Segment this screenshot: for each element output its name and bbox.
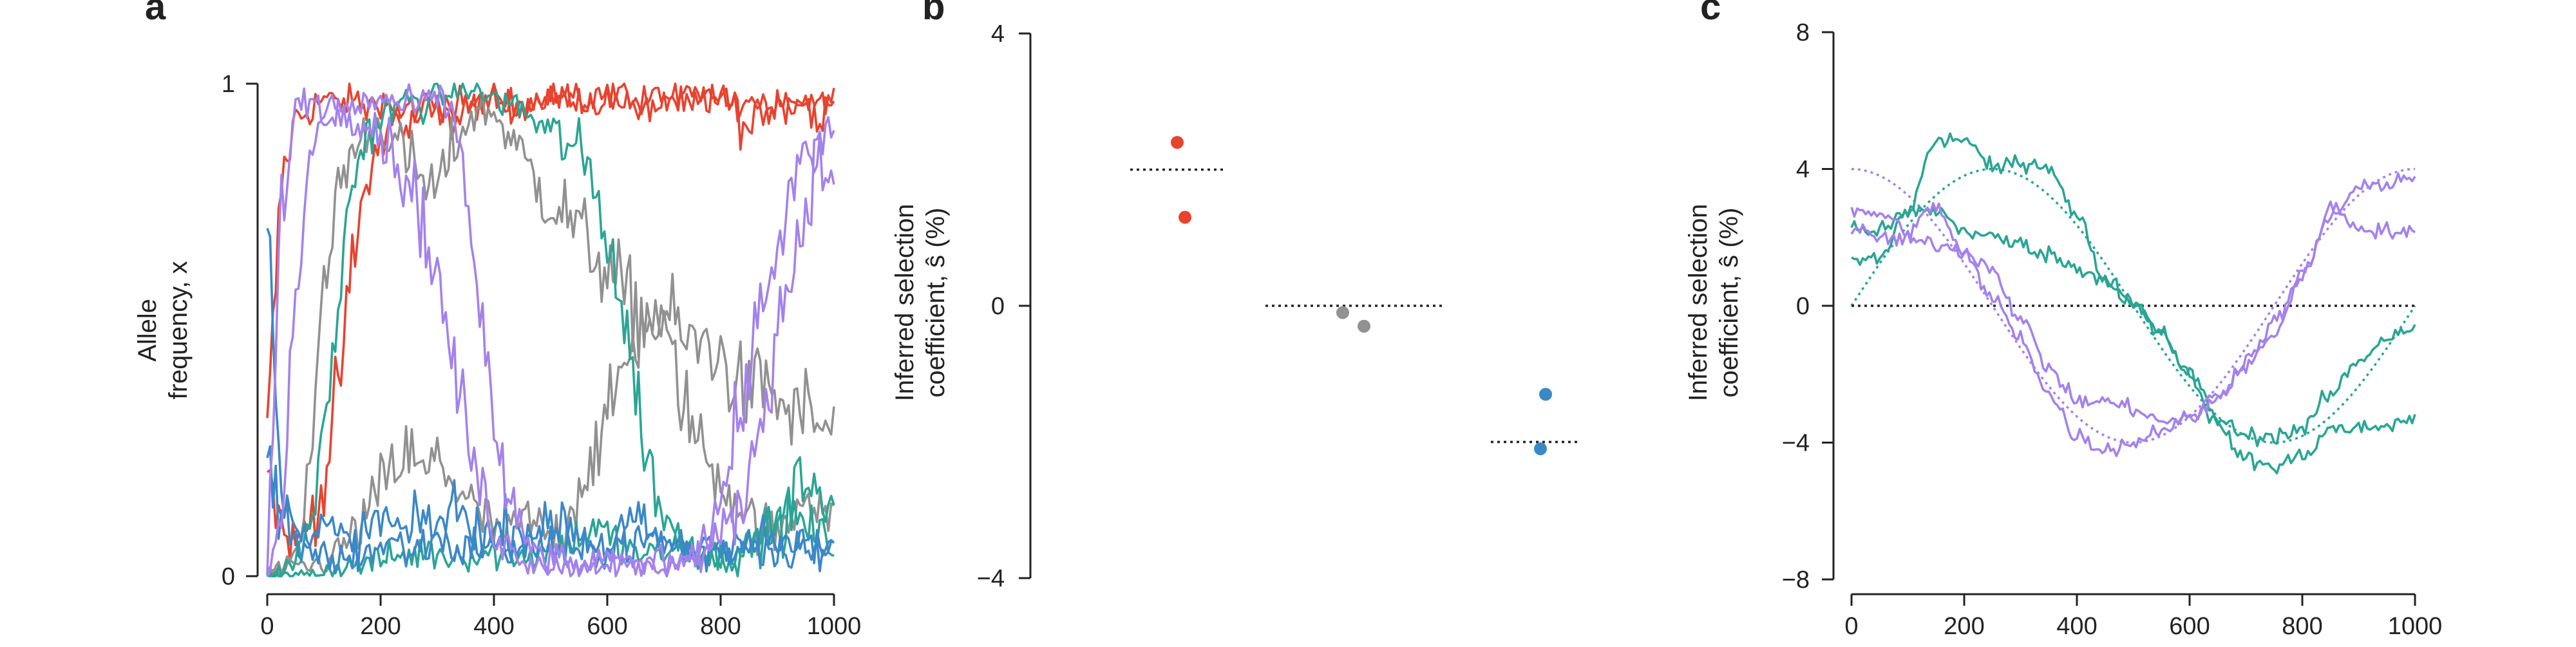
panel-c-ylabel-line2: coefficient, ŝ (%) [1715,208,1743,398]
panel-c-series-line-3 [1850,200,2416,425]
panel-c-series [1850,132,2416,474]
panel-a-x-tick-label: 600 [587,613,627,640]
panel-b-y-tick-label: 0 [991,293,1005,320]
panel-a-x-tick-label: 200 [360,613,401,640]
panel-c-x-tick-label: 200 [1944,613,1984,640]
panel-c-y-tick-label: 0 [1796,293,1810,320]
panel-c-x-tick-label: 800 [2282,613,2322,640]
panel-a-ylabel-line2: frequency, x [164,261,193,400]
panel-a-x-tick-label: 800 [700,613,741,640]
panel-b-y-tick-label: 4 [991,21,1005,48]
panel-a-x-tick-label: 400 [473,613,514,640]
panel-b-ylabel-line2: coefficient, ŝ (%) [922,208,950,398]
panel-c-x-tick-label: 400 [2056,613,2097,640]
panel-b-axes: −4 0 4 [977,21,1032,592]
panel-c-y-tick-label: 4 [1796,156,1810,183]
panel-b-ylabel-line1: Inferred selection [891,204,919,402]
panel-b-y-tick-label: −4 [977,565,1005,592]
panel-a-axes: 0 1 0 200 400 600 800 1000 [222,71,861,640]
panel-c-x-tick-label: 0 [1844,613,1858,640]
panel-a-letter: a [145,0,166,28]
panel-a-series [266,82,835,577]
panel-c-letter: c [1700,0,1721,28]
panel-b-point [1534,442,1547,456]
panel-a-x-tick-label: 0 [260,613,274,640]
panel-a-y-tick-label: 0 [222,563,235,590]
panel-a-series-line-6 [266,228,835,575]
panel-b-marks [1130,136,1578,456]
panel-c-y-tick-label: −8 [1782,567,1810,594]
panel-a-x-tick-label: 1000 [807,613,862,640]
panel-c-axes: −8 −4 0 4 8 0 200 400 600 800 1000 [1782,19,2443,640]
panel-c-series-line-1 [1850,205,2416,447]
panel-b: b Inferred selection coefficient, ŝ (%) … [891,0,1578,592]
panel-a-series-line-4 [267,82,835,577]
panel-b-point [1179,211,1191,224]
panel-b-point [1171,136,1184,149]
panel-b-point [1358,319,1370,333]
panel-c-x-tick-label: 1000 [2388,613,2443,640]
panel-b-letter: b [922,0,945,28]
panel-c-y-tick-label: −4 [1782,430,1810,457]
panel-a-series-line-1 [267,82,835,561]
panel-a-series-line-8 [266,87,835,577]
panel-c-series-line-0 [1851,132,2416,474]
panel-c-x-tick-label: 600 [2169,613,2210,640]
panel-c-ylabel-line1: Inferred selection [1684,204,1712,402]
panel-a-ylabel-line1: Allele [133,299,162,362]
panel-c-y-tick-label: 8 [1796,19,1810,46]
panel-a: a Allele frequency, x 0 1 0 200 400 600 800 100… [133,0,861,640]
panel-b-point [1539,388,1552,401]
panel-a-series-line-7 [266,445,835,573]
panel-b-point [1336,306,1349,319]
panel-a-y-tick-label: 1 [222,71,235,98]
panel-a-series-line-9 [266,83,835,577]
panel-c: c Inferred selection coefficient, ŝ (%) … [1684,0,2442,640]
